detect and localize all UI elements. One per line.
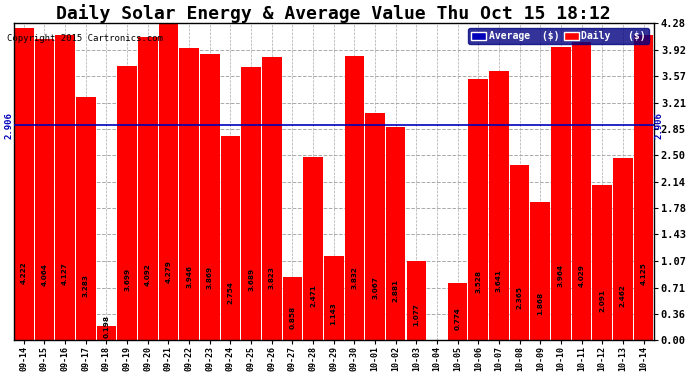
Text: 3.528: 3.528 <box>475 270 482 293</box>
Bar <box>489 70 509 340</box>
Title: Daily Solar Energy & Average Value Thu Oct 15 18:12: Daily Solar Energy & Average Value Thu O… <box>57 4 611 23</box>
Text: 3.641: 3.641 <box>496 269 502 292</box>
Text: 4.064: 4.064 <box>41 263 48 286</box>
Bar <box>344 57 364 340</box>
Bar <box>117 66 137 340</box>
Bar <box>613 158 633 340</box>
Bar <box>76 97 96 340</box>
Bar <box>551 47 571 340</box>
Text: 1.868: 1.868 <box>538 292 543 315</box>
Bar <box>531 202 550 340</box>
Text: 3.823: 3.823 <box>268 267 275 290</box>
Text: 3.689: 3.689 <box>248 268 254 291</box>
Text: 1.143: 1.143 <box>331 302 337 325</box>
Bar <box>283 277 302 340</box>
Bar <box>14 28 34 340</box>
Legend: Average  ($), Daily   ($): Average ($), Daily ($) <box>469 28 649 44</box>
Text: 3.283: 3.283 <box>83 274 89 297</box>
Bar <box>138 37 157 340</box>
Text: 4.127: 4.127 <box>62 262 68 285</box>
Text: 4.222: 4.222 <box>21 261 27 284</box>
Bar <box>448 283 467 340</box>
Text: 4.125: 4.125 <box>640 262 647 285</box>
Text: 2.906: 2.906 <box>654 112 663 138</box>
Bar <box>633 35 653 340</box>
Text: 3.832: 3.832 <box>351 266 357 289</box>
Bar <box>510 165 529 340</box>
Bar <box>365 113 385 340</box>
Text: 2.365: 2.365 <box>517 286 522 309</box>
Bar <box>221 136 240 340</box>
Bar <box>97 326 117 340</box>
Text: 2.881: 2.881 <box>393 279 399 302</box>
Text: 2.462: 2.462 <box>620 285 626 308</box>
Text: 2.754: 2.754 <box>228 281 233 304</box>
Bar <box>406 261 426 340</box>
Bar <box>179 48 199 340</box>
Bar <box>572 42 591 340</box>
Text: 2.906: 2.906 <box>4 112 13 138</box>
Bar <box>386 127 406 340</box>
Text: 3.067: 3.067 <box>372 276 378 299</box>
Bar <box>262 57 282 340</box>
Bar <box>324 256 344 340</box>
Bar <box>241 67 261 340</box>
Text: Copyright 2015 Cartronics.com: Copyright 2015 Cartronics.com <box>7 34 163 43</box>
Bar <box>593 185 612 340</box>
Text: 0.858: 0.858 <box>289 306 295 329</box>
Bar <box>34 39 55 340</box>
Text: 4.092: 4.092 <box>145 263 151 286</box>
Text: 3.946: 3.946 <box>186 265 192 288</box>
Text: 3.964: 3.964 <box>558 264 564 287</box>
Text: 4.279: 4.279 <box>166 260 171 283</box>
Bar <box>469 79 488 340</box>
Bar <box>55 34 75 340</box>
Text: 4.029: 4.029 <box>579 264 584 286</box>
Text: 3.699: 3.699 <box>124 268 130 291</box>
Bar <box>303 157 323 340</box>
Bar <box>200 54 219 340</box>
Text: 2.091: 2.091 <box>599 290 605 312</box>
Text: 1.077: 1.077 <box>413 303 420 326</box>
Text: 0.198: 0.198 <box>104 315 110 338</box>
Text: 0.774: 0.774 <box>455 307 461 330</box>
Bar <box>159 23 178 340</box>
Text: 2.471: 2.471 <box>310 285 316 308</box>
Text: 3.869: 3.869 <box>207 266 213 289</box>
